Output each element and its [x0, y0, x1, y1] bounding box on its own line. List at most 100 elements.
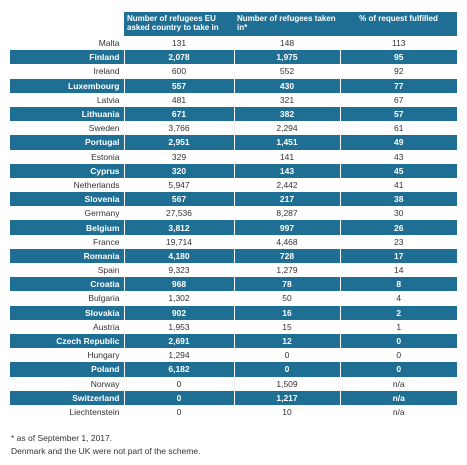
cell-percent: 43	[339, 149, 457, 164]
cell-taken: 0	[233, 348, 340, 363]
cell-percent: 1	[339, 319, 457, 334]
cell-taken: 728	[233, 248, 340, 263]
table-row: Latvia 481 321 67	[10, 92, 457, 107]
cell-percent: 8	[339, 277, 457, 292]
cell-taken: 430	[233, 78, 340, 93]
cell-asked: 329	[123, 149, 234, 164]
cell-taken: 0	[233, 362, 340, 377]
cell-country: Slovenia	[10, 192, 124, 207]
table-row: Switzerland 0 1,217 n/a	[10, 390, 457, 405]
cell-country: Poland	[10, 362, 124, 377]
cell-country: Sweden	[10, 121, 124, 136]
cell-percent: 17	[339, 248, 457, 263]
cell-country: Portugal	[10, 135, 124, 150]
cell-percent: 26	[339, 220, 457, 235]
cell-asked: 0	[123, 376, 234, 391]
cell-country: Slovakia	[10, 305, 124, 320]
cell-taken: 217	[233, 192, 340, 207]
cell-asked: 3,812	[123, 220, 234, 235]
table-row: France 19,714 4,468 23	[10, 234, 457, 249]
cell-asked: 0	[123, 390, 234, 405]
cell-taken: 50	[233, 291, 340, 306]
cell-taken: 12	[233, 333, 340, 349]
cell-asked: 1,302	[123, 291, 234, 306]
cell-taken: 552	[233, 64, 340, 79]
footnotes: * as of September 1, 2017. Denmark and t…	[11, 432, 451, 458]
table-row: Norway 0 1,509 n/a	[10, 376, 457, 391]
cell-percent: 113	[339, 36, 457, 51]
cell-country: Cyprus	[10, 163, 124, 178]
cell-taken: 1,217	[233, 390, 340, 405]
cell-taken: 141	[233, 149, 340, 164]
cell-asked: 1,953	[123, 319, 234, 334]
cell-percent: 0	[339, 333, 457, 349]
cell-asked: 671	[123, 106, 234, 122]
cell-country: Switzerland	[10, 390, 124, 405]
cell-percent: 0	[339, 362, 457, 377]
cell-percent: 57	[339, 106, 457, 122]
cell-percent: 0	[339, 348, 457, 363]
table-row: Malta 131 148 113	[10, 36, 457, 51]
cell-asked: 968	[123, 277, 234, 292]
table-row: Belgium 3,812 997 26	[10, 220, 457, 235]
footnote-scheme: Denmark and the UK were not part of the …	[11, 446, 201, 456]
cell-country: Ireland	[10, 64, 124, 79]
cell-asked: 600	[123, 64, 234, 79]
cell-percent: 23	[339, 234, 457, 249]
table-row: Slovakia 902 16 2	[10, 305, 457, 320]
cell-percent: 61	[339, 121, 457, 136]
cell-asked: 567	[123, 192, 234, 207]
cell-country: Hungary	[10, 348, 124, 363]
cell-asked: 2,951	[123, 135, 234, 150]
footnote-date: * as of September 1, 2017.	[11, 433, 113, 443]
table-row: Finland 2,078 1,975 95	[10, 50, 457, 65]
cell-asked: 19,714	[123, 234, 234, 249]
cell-asked: 1,294	[123, 348, 234, 363]
header-row: Number of refugees EU asked country to t…	[10, 12, 457, 36]
cell-asked: 6,182	[123, 362, 234, 377]
cell-asked: 3,766	[123, 121, 234, 136]
cell-taken: 1,975	[233, 50, 340, 65]
cell-percent: 4	[339, 291, 457, 306]
cell-taken: 148	[233, 36, 340, 51]
cell-country: Spain	[10, 263, 124, 278]
cell-asked: 2,078	[123, 50, 234, 65]
cell-country: Belgium	[10, 220, 124, 235]
refugee-quota-table: Number of refugees EU asked country to t…	[10, 12, 457, 420]
table-row: Liechtenstein 0 10 n/a	[10, 404, 457, 420]
cell-asked: 27,536	[123, 206, 234, 221]
table-row: Spain 9,323 1,279 14	[10, 263, 457, 278]
cell-country: Norway	[10, 376, 124, 391]
cell-taken: 1,509	[233, 376, 340, 391]
cell-country: Austria	[10, 319, 124, 334]
table-row: Poland 6,182 0 0	[10, 362, 457, 377]
cell-asked: 320	[123, 163, 234, 178]
cell-asked: 5,947	[123, 177, 234, 193]
cell-country: Romania	[10, 248, 124, 263]
cell-percent: n/a	[339, 390, 457, 405]
table-row: Portugal 2,951 1,451 49	[10, 135, 457, 150]
table-body: Malta 131 148 113 Finland 2,078 1,975 95 Ireland…	[10, 36, 457, 420]
table-row: Cyprus 320 143 45	[10, 163, 457, 178]
cell-percent: 92	[339, 64, 457, 79]
cell-taken: 15	[233, 319, 340, 334]
cell-taken: 4,468	[233, 234, 340, 249]
header-percent: % of request fulfilled	[340, 12, 457, 36]
cell-percent: n/a	[339, 376, 457, 391]
table-row: Croatia 968 78 8	[10, 277, 457, 292]
cell-taken: 1,279	[233, 263, 340, 278]
table-row: Slovenia 567 217 38	[10, 192, 457, 207]
cell-taken: 1,451	[233, 135, 340, 150]
table-row: Sweden 3,766 2,294 61	[10, 121, 457, 136]
table-row: Romania 4,180 728 17	[10, 248, 457, 263]
cell-taken: 8,287	[233, 206, 340, 221]
cell-taken: 10	[233, 404, 340, 420]
cell-asked: 2,691	[123, 333, 234, 349]
cell-country: Lithuania	[10, 106, 124, 122]
cell-percent: 49	[339, 135, 457, 150]
table-row: Bulgaria 1,302 50 4	[10, 291, 457, 306]
cell-percent: 38	[339, 192, 457, 207]
cell-country: Liechtenstein	[10, 404, 124, 420]
cell-percent: 95	[339, 50, 457, 65]
table-row: Czech Republic 2,691 12 0	[10, 333, 457, 349]
